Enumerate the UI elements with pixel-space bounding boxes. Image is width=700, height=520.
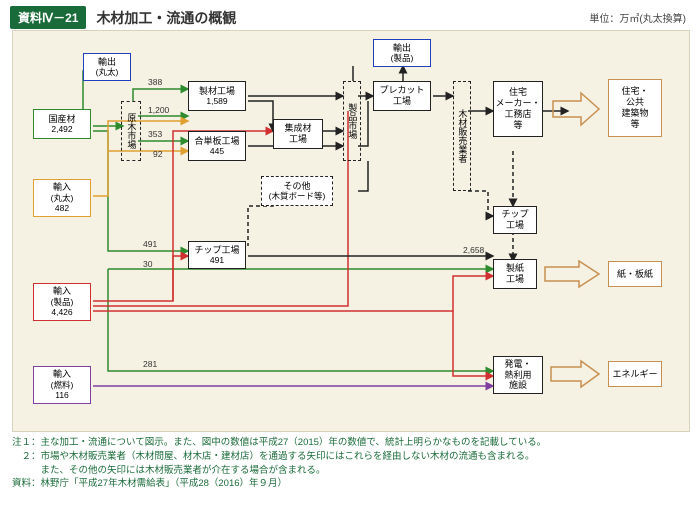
label: 輸入 — [53, 369, 71, 380]
label: 合単板工場 — [194, 136, 239, 147]
flow-92: 92 — [153, 149, 162, 159]
node-dealer: 木材販売業者 — [453, 81, 471, 191]
note-1: 注１：主な加工・流通について図示。また、図中の数値は平成27（2015）年の数値… — [12, 436, 688, 450]
node-chip2: チップ 工場 — [493, 206, 537, 234]
arrow-to-energy — [549, 359, 601, 389]
source: 資料：林野庁「平成27年木材需給表」（平成28（2016）年９月） — [12, 477, 688, 491]
node-domestic: 国産材 2,492 — [33, 109, 91, 139]
node-power: 発電・ 熱利用 施設 — [493, 356, 543, 394]
label: 輸出 — [393, 43, 411, 54]
label: 国産材 — [48, 114, 75, 125]
node-log-market: 原木市場 — [121, 101, 141, 161]
value: 2,492 — [51, 124, 72, 134]
node-export-log: 輸出 (丸太) — [83, 53, 131, 81]
arrow-to-housing — [551, 91, 601, 127]
label: 輸入 — [53, 286, 71, 297]
sub: (製品) — [51, 297, 74, 307]
node-prod-market: 製品市場 — [343, 81, 361, 161]
note-2: ２：市場や木材販売業者（木材問屋、材木店・建材店）を通過する矢印にはこれらを経由… — [12, 450, 688, 464]
label: その他 — [283, 181, 310, 192]
note-3: また、その他の矢印には木材販売業者が介在する場合が含まれる。 — [12, 464, 688, 478]
node-paper: 製紙 工場 — [493, 259, 537, 289]
node-out-paper: 紙・板紙 — [608, 261, 662, 287]
unit-label: 単位：万㎥(丸太換算) — [589, 10, 686, 25]
flow-388: 388 — [148, 77, 162, 87]
sub: (製品) — [391, 53, 414, 63]
value: 491 — [210, 255, 224, 265]
value: 445 — [210, 146, 224, 156]
label: 製品市場 — [347, 103, 358, 139]
node-other: その他 (木質ボード等) — [261, 176, 333, 206]
node-out-energy: エネルギー — [608, 361, 662, 387]
footnotes: 注１：主な加工・流通について図示。また、図中の数値は平成27（2015）年の数値… — [12, 436, 688, 491]
doc-badge: 資料Ⅳ－21 — [10, 6, 86, 29]
node-export-prod: 輸出 (製品) — [373, 39, 431, 67]
sub: (丸太) — [96, 67, 119, 77]
page-title: 木材加工・流通の概観 — [96, 8, 236, 28]
sub: (木質ボード等) — [269, 191, 326, 201]
arrow-to-paper — [543, 259, 601, 289]
value: 1,589 — [206, 96, 227, 106]
node-import-fuel: 輸入 (燃料) 116 — [33, 366, 91, 404]
flow-30: 30 — [143, 259, 152, 269]
page: 資料Ⅳ－21 木材加工・流通の概観 単位：万㎥(丸太換算) — [0, 0, 700, 520]
diagram-canvas: 輸出 (丸太) 国産材 2,492 輸入 (丸太) 482 輸入 (製品) 4,… — [12, 30, 690, 432]
label: 製材工場 — [199, 86, 235, 97]
label: チップ工場 — [194, 245, 239, 256]
node-plywood: 合単板工場 445 — [188, 131, 246, 161]
value: 482 — [55, 203, 69, 213]
sub: (丸太) — [51, 193, 74, 203]
node-import-log: 輸入 (丸太) 482 — [33, 179, 91, 217]
flow-491: 491 — [143, 239, 157, 249]
node-sawmill: 製材工場 1,589 — [188, 81, 246, 111]
value: 116 — [55, 390, 69, 400]
flow-2658: 2,658 — [463, 245, 484, 255]
node-out-housing: 住宅・ 公共 建築物 等 — [608, 79, 662, 137]
label: 輸入 — [53, 182, 71, 193]
node-chip: チップ工場 491 — [188, 241, 246, 269]
node-builder: 住宅 メーカー・ 工務店 等 — [493, 81, 543, 137]
label: 原木市場 — [126, 113, 137, 149]
node-glulam: 集成材 工場 — [273, 119, 323, 149]
label: 木材販売業者 — [457, 109, 468, 163]
sub: (燃料) — [51, 380, 74, 390]
label: 輸出 — [98, 57, 116, 68]
value: 4,426 — [51, 307, 72, 317]
flow-281: 281 — [143, 359, 157, 369]
flow-1200: 1,200 — [148, 105, 169, 115]
node-precut: プレカット 工場 — [373, 81, 431, 111]
flow-353: 353 — [148, 129, 162, 139]
node-import-prod: 輸入 (製品) 4,426 — [33, 283, 91, 321]
